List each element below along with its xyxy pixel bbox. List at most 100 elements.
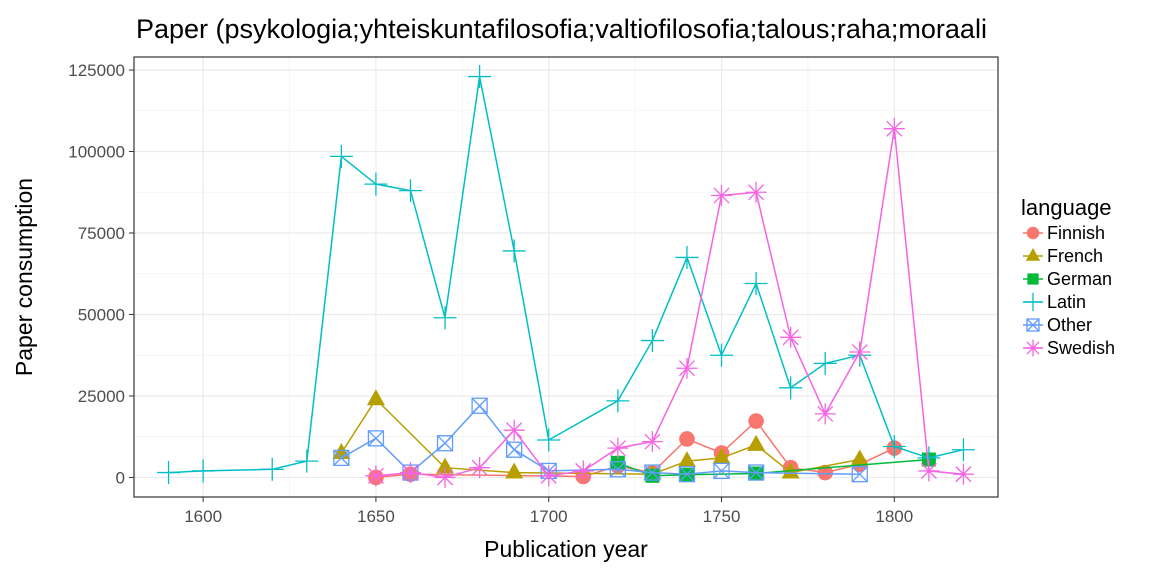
data-point-latin: [675, 245, 699, 269]
marker-stroke: [367, 430, 384, 447]
data-point-other: [367, 430, 385, 447]
data-point-other: [678, 466, 696, 483]
data-point-french: [677, 451, 696, 468]
data-point-swedish: [814, 403, 836, 425]
data-point-other: [747, 464, 765, 481]
data-point-finnish: [679, 431, 695, 447]
marker-shape: [1025, 248, 1041, 261]
data-point-latin: [710, 343, 734, 367]
marker-shape: [506, 441, 523, 458]
legend-title: language: [1021, 195, 1112, 220]
data-point-swedish: [883, 118, 905, 140]
grid-lines: [134, 57, 998, 497]
marker-stroke: [713, 187, 730, 204]
marker-shape: [1026, 226, 1040, 240]
chart-title: Paper (psykologia;yhteiskuntafilosofia;v…: [136, 14, 987, 44]
data-point-latin: [640, 329, 664, 353]
data-point-swedish: [641, 431, 663, 453]
marker-stroke: [437, 435, 453, 452]
data-point-german: [749, 466, 764, 481]
x-tick-label: 1600: [184, 507, 222, 526]
data-point-french: [505, 462, 524, 479]
marker-shape: [333, 449, 350, 467]
data-point-french: [712, 447, 731, 464]
marker-stroke: [886, 120, 903, 137]
marker-shape: [471, 397, 488, 414]
marker-shape: [713, 462, 730, 480]
marker-stroke: [367, 467, 384, 484]
series-line-swedish: [375, 128, 964, 479]
data-point-swedish: [399, 462, 421, 484]
marker-stroke: [713, 462, 730, 479]
data-point-swedish: [711, 185, 733, 207]
marker-shape: [436, 457, 455, 474]
legend-label-french: French: [1047, 246, 1103, 266]
legend-item-latin: Latin: [1022, 291, 1086, 313]
legend-item-other: Other: [1022, 314, 1092, 336]
x-axis-title: Publication year: [484, 536, 648, 562]
marker-shape: [679, 431, 695, 447]
x-tick-label: 1800: [875, 507, 913, 526]
data-point-latin: [606, 389, 630, 413]
data-point-other: [471, 397, 488, 414]
legend-key-marker: [1026, 318, 1040, 332]
marker-stroke: [471, 397, 488, 414]
data-point-german: [645, 468, 660, 483]
marker-shape: [367, 430, 385, 447]
data-point-latin: [882, 434, 906, 458]
marker-stroke: [471, 459, 488, 476]
marker-shape: [748, 413, 764, 429]
x-tick-label: 1700: [530, 507, 568, 526]
data-point-swedish: [952, 463, 974, 485]
marker-shape: [1026, 318, 1040, 332]
legend-label-finnish: Finnish: [1047, 223, 1105, 243]
x-tick-label: 1750: [703, 507, 741, 526]
legend-label-swedish: Swedish: [1047, 338, 1115, 358]
y-axis-title: Paper consumption: [11, 178, 37, 376]
marker-stroke: [402, 464, 419, 481]
data-point-swedish: [780, 326, 802, 348]
marker-stroke: [506, 422, 523, 439]
data-point-latin: [779, 376, 803, 400]
data-point-french: [436, 457, 455, 474]
data-point-french: [850, 449, 869, 466]
y-tick-label: 50000: [78, 305, 125, 324]
marker-stroke: [644, 464, 661, 481]
y-tick-label: 100000: [68, 143, 125, 162]
legend-label-latin: Latin: [1047, 292, 1086, 312]
data-point-other: [506, 441, 523, 458]
marker-stroke: [333, 449, 350, 466]
marker-shape: [1027, 273, 1039, 285]
legend: language Finnish French German Latin Other Sw…: [1021, 195, 1115, 359]
marker-stroke: [678, 360, 695, 377]
data-point-french: [747, 434, 766, 451]
y-tick-label: 0: [116, 468, 125, 487]
y-tick-label: 125000: [68, 61, 125, 80]
legend-key-marker: [1024, 339, 1042, 357]
marker-shape: [677, 451, 696, 468]
legend-item-finnish: Finnish: [1022, 222, 1105, 244]
plot-panel: [134, 57, 998, 497]
data-point-other: [333, 449, 350, 467]
data-point-latin: [295, 449, 319, 473]
data-point-other: [609, 461, 626, 478]
legend-key-marker: [1023, 292, 1043, 312]
marker-shape: [747, 464, 765, 481]
data-point-latin: [260, 457, 284, 481]
marker-shape: [505, 462, 524, 479]
marker-stroke: [817, 405, 834, 422]
plot-border: [133, 56, 999, 498]
marker-stroke: [679, 466, 695, 483]
legend-item-german: German: [1022, 268, 1112, 290]
marker-stroke: [540, 467, 557, 484]
marker-stroke: [506, 441, 523, 458]
data-point-swedish: [365, 465, 387, 487]
data-point-latin: [398, 179, 422, 203]
series-line-latin: [168, 76, 964, 474]
series-swedish: [365, 118, 974, 488]
data-point-swedish: [849, 341, 871, 363]
data-point-swedish: [676, 357, 698, 379]
data-point-other: [713, 462, 730, 480]
y-tick-label: 25000: [78, 387, 125, 406]
